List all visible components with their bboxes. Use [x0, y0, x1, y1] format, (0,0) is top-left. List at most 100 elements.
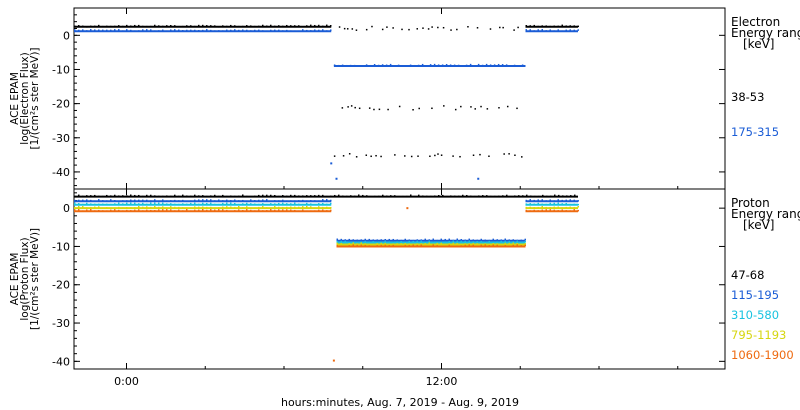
data-point [310, 30, 312, 32]
data-point [456, 240, 458, 243]
data-point [222, 25, 224, 27]
data-point [230, 206, 232, 209]
data-point [302, 199, 304, 202]
data-point [146, 194, 148, 197]
data-point [178, 203, 180, 206]
data-point [352, 242, 354, 244]
data-point [258, 209, 260, 211]
data-point [194, 29, 196, 32]
data-point [412, 243, 414, 245]
data-point [380, 239, 382, 241]
data-point [553, 202, 555, 205]
data-point [206, 199, 208, 201]
data-point [569, 29, 571, 31]
data-point [353, 64, 356, 67]
data-point [270, 24, 272, 27]
data-point [424, 238, 426, 241]
data-point [557, 206, 559, 209]
data-point [222, 209, 224, 211]
data-point [274, 194, 276, 197]
data-point [525, 209, 527, 212]
proton-y-axis-label: ACE EPAMlog(Proton Flux)[1/(cm²s ster Me… [9, 228, 41, 330]
data-point [202, 206, 204, 209]
data-point [334, 194, 336, 197]
data-point [186, 209, 188, 211]
data-point [150, 29, 152, 31]
data-point [500, 243, 502, 245]
data-point [110, 195, 112, 197]
data-point [182, 207, 184, 209]
data-point [348, 245, 350, 247]
data-point [481, 64, 484, 67]
data-point [166, 25, 168, 27]
data-point [102, 210, 104, 212]
data-point [146, 203, 148, 206]
data-point [294, 30, 296, 32]
data-point [330, 29, 332, 31]
data-point [166, 30, 168, 32]
data-point [194, 199, 196, 202]
legend-title-line: Energy range [731, 207, 800, 221]
data-point [98, 199, 100, 201]
data-point [545, 200, 547, 202]
data-point [553, 206, 555, 209]
data-point [460, 238, 462, 241]
data-point [356, 241, 358, 244]
data-point [537, 29, 539, 31]
data-point [74, 29, 76, 31]
data-point [294, 202, 296, 205]
data-point [142, 29, 144, 31]
data-point [577, 29, 579, 31]
data-point [504, 245, 506, 247]
data-point [577, 203, 579, 206]
data-point [262, 206, 264, 208]
data-point [340, 240, 342, 243]
data-point [389, 63, 392, 66]
data-point [529, 199, 531, 201]
data-point [286, 203, 288, 205]
data-point [158, 195, 160, 198]
data-point [516, 242, 518, 245]
data-point [234, 202, 236, 205]
y-tick-label: 0 [63, 29, 70, 42]
data-point [517, 65, 520, 67]
data-point [266, 199, 268, 201]
data-point [355, 156, 358, 158]
data-point [94, 203, 96, 206]
data-point [355, 29, 358, 31]
data-point [314, 210, 316, 212]
data-point [516, 239, 518, 242]
data-point [456, 238, 458, 241]
data-point [396, 243, 398, 245]
data-point [488, 243, 490, 246]
data-point [98, 195, 100, 198]
data-point [486, 195, 488, 197]
data-point [130, 29, 132, 32]
data-point [306, 206, 308, 208]
data-point [416, 240, 418, 243]
data-point [448, 244, 450, 247]
data-point [545, 203, 547, 206]
data-point [190, 200, 192, 202]
data-point [524, 238, 526, 241]
data-point [509, 65, 512, 67]
data-point [348, 243, 350, 245]
legend-entry: 310-580 [731, 308, 779, 322]
data-point [142, 210, 144, 212]
data-point [482, 195, 484, 197]
data-point [569, 206, 571, 209]
data-point [340, 245, 342, 247]
data-point [525, 25, 527, 27]
data-point [336, 244, 338, 247]
data-point [218, 209, 220, 211]
data-point [262, 194, 264, 197]
data-point [230, 195, 232, 197]
data-point [230, 24, 232, 27]
data-point [286, 200, 288, 202]
data-point [468, 243, 470, 245]
data-point [461, 65, 464, 67]
data-point [496, 241, 498, 243]
y-axis-label-line: [1/(cm²s ster MeV)] [29, 228, 41, 330]
data-point [170, 206, 172, 208]
data-point [98, 29, 100, 31]
